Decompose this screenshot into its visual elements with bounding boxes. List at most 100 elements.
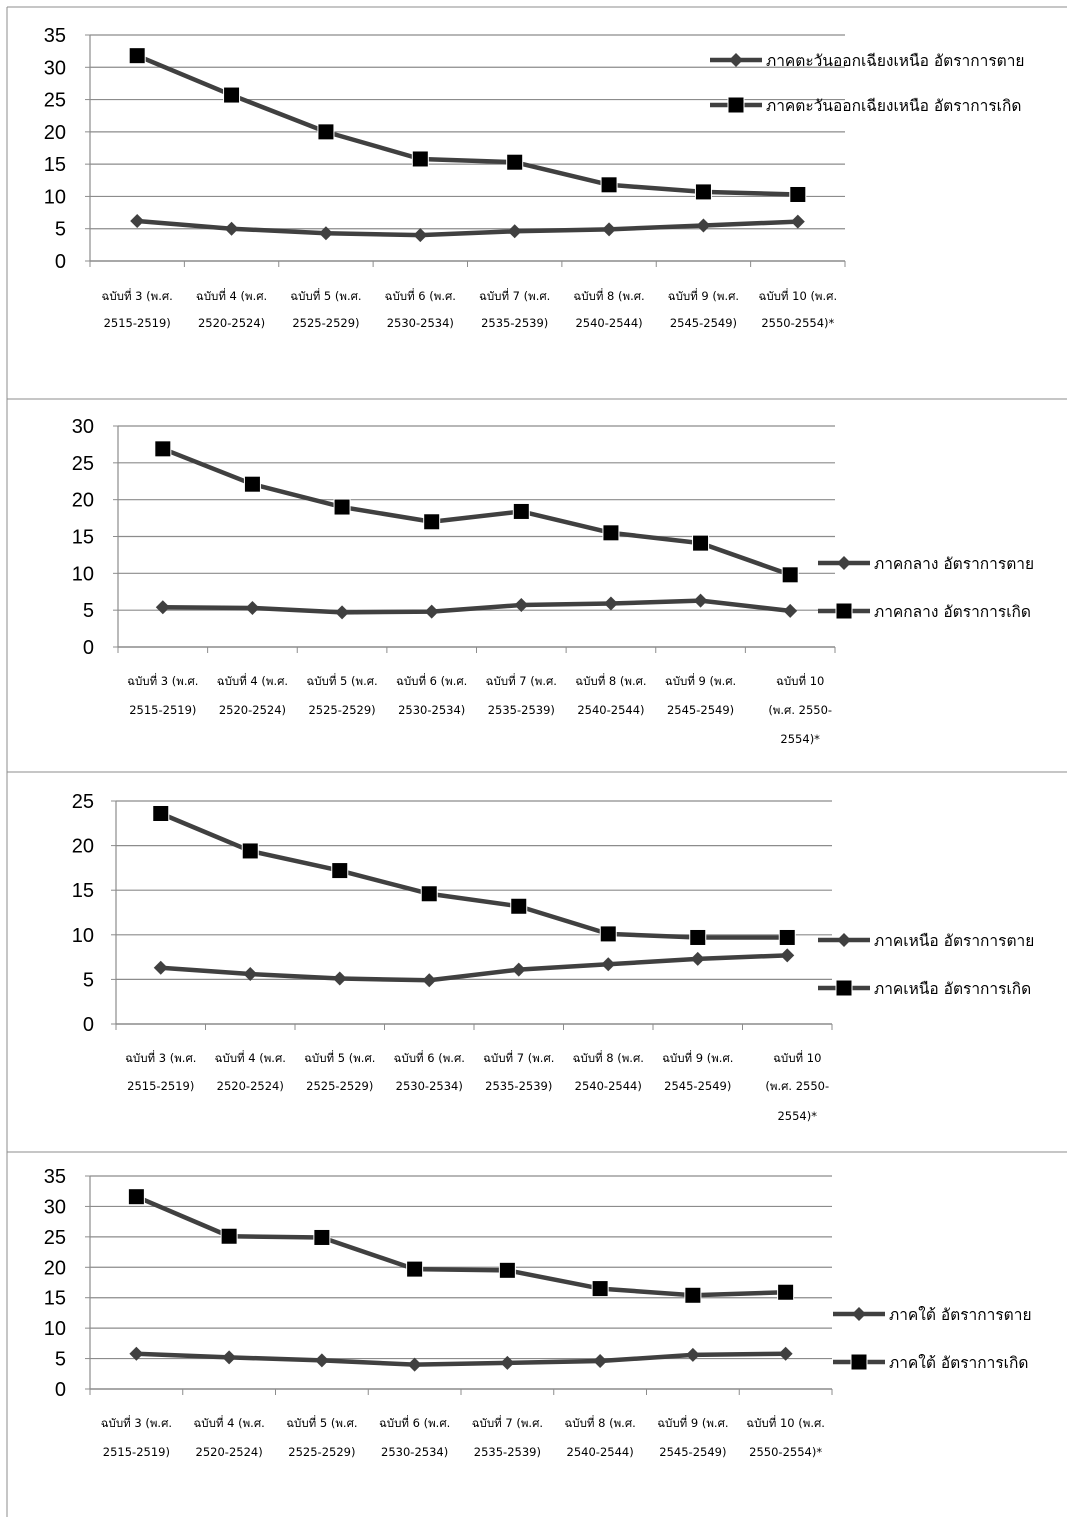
y-tick-label: 0 — [83, 1014, 94, 1036]
y-tick-label: 0 — [83, 637, 94, 659]
birth-rate-point — [506, 153, 524, 171]
death-rate-point — [511, 962, 526, 977]
x-category-label: 2540-2544) — [575, 1079, 642, 1093]
series-line-birth-rate — [160, 446, 793, 578]
x-category-label: ฉบับที่ 10 (พ.ศ. — [758, 288, 837, 303]
death-rate-point — [602, 222, 617, 237]
death-rate-point — [335, 605, 350, 620]
y-tick-label: 10 — [44, 1318, 66, 1340]
death-rate-point — [243, 967, 258, 982]
death-rate-point — [603, 596, 618, 611]
x-category-label: 2520-2524) — [219, 703, 286, 717]
series-line-death-rate — [158, 953, 790, 983]
birth-rate-point — [152, 804, 170, 822]
death-rate-point — [514, 598, 529, 613]
birth-rate-point — [694, 183, 712, 201]
death-rate-point — [318, 226, 333, 241]
death-rate-point — [245, 600, 260, 615]
x-category-label: 2525-2529) — [306, 1079, 373, 1093]
x-category-label: 2515-2519) — [127, 1079, 194, 1093]
death-rate-point — [778, 1346, 793, 1361]
legend-label: ภาคกลาง อัตราการตาย — [874, 555, 1034, 573]
y-tick-label: 20 — [44, 1257, 66, 1279]
x-category-label: 2545-2549) — [659, 1445, 726, 1459]
y-tick-label: 20 — [44, 122, 66, 144]
y-tick-label: 35 — [44, 25, 66, 47]
death-rate-point — [222, 1350, 237, 1365]
x-category-label: 2545-2549) — [667, 703, 734, 717]
birth-rate-point — [317, 123, 335, 141]
chart-panel-3: 0 5 10 15 20 25 ฉบับที่ 3 (พ.ศ. 2515-2519) ฉบับท… — [72, 791, 1035, 1123]
x-category-label: 2535-2539) — [474, 1445, 541, 1459]
birth-rate-point — [411, 150, 429, 168]
x-category-label: 2545-2549) — [664, 1079, 731, 1093]
birth-rate-point — [313, 1228, 331, 1246]
legend-marker — [837, 933, 851, 947]
x-category-label: 2550-2554)* — [749, 1445, 822, 1459]
y-tick-label: 0 — [55, 1379, 66, 1401]
death-rate-point — [500, 1355, 515, 1370]
x-category-label: ฉบับที่ 8 (พ.ศ. — [575, 673, 646, 688]
death-rate-point — [693, 593, 708, 608]
birth-rate-point — [406, 1260, 424, 1278]
x-category-label: ฉบับที่ 6 (พ.ศ. — [394, 1050, 465, 1065]
x-category-label: 2530-2534) — [398, 703, 465, 717]
x-category-label: 2515-2519) — [129, 703, 196, 717]
death-rate-point — [780, 948, 795, 963]
x-category-label: ฉบับที่ 10 (พ.ศ. — [746, 1415, 825, 1430]
x-category-label: 2535-2539) — [481, 316, 548, 330]
x-category-label: 2530-2534) — [381, 1445, 448, 1459]
x-category-label: ฉบับที่ 5 (พ.ศ. — [286, 1415, 357, 1430]
x-category-label: (พ.ศ. 2550- — [765, 1079, 829, 1093]
birth-rate-point — [778, 928, 796, 946]
x-category-label: 2525-2529) — [308, 703, 375, 717]
x-category-label: 2530-2534) — [396, 1079, 463, 1093]
birth-rate-point — [154, 440, 172, 458]
birth-rate-point — [423, 513, 441, 531]
y-tick-label: 10 — [44, 186, 66, 208]
legend-label: ภาคใต้ อัตราการตาย — [889, 1306, 1032, 1324]
birth-rate-point — [220, 1227, 238, 1245]
death-rate-point — [130, 213, 145, 228]
x-category-label: ฉบับที่ 3 (พ.ศ. — [127, 673, 198, 688]
birth-rate-point — [692, 534, 710, 552]
death-rate-point — [690, 951, 705, 966]
birth-rate-point — [684, 1286, 702, 1304]
death-rate-point — [685, 1347, 700, 1362]
x-category-label: 2535-2539) — [485, 1079, 552, 1093]
birth-rate-point — [331, 862, 349, 880]
y-tick-label: 20 — [72, 490, 94, 512]
x-category-label: 2535-2539) — [488, 703, 555, 717]
birth-rate-point — [243, 475, 261, 493]
x-category-label: ฉบับที่ 3 (พ.ศ. — [101, 1415, 172, 1430]
x-category-label: 2520-2524) — [198, 316, 265, 330]
birth-rate-point — [510, 897, 528, 915]
x-category-label: ฉบับที่ 10 — [776, 673, 824, 688]
x-category-label: ฉบับที่ 3 (พ.ศ. — [102, 288, 173, 303]
x-category-label: 2540-2544) — [577, 703, 644, 717]
y-tick-label: 25 — [44, 1227, 66, 1249]
birth-rate-point — [600, 176, 618, 194]
death-rate-point — [129, 1346, 144, 1361]
y-tick-label: 15 — [72, 527, 94, 549]
legend-label: ภาคใต้ อัตราการเกิด — [889, 1354, 1028, 1372]
legend-marker — [835, 602, 853, 620]
death-rate-point — [332, 971, 347, 986]
x-category-label: ฉบับที่ 7 (พ.ศ. — [483, 1050, 554, 1065]
death-rate-point — [422, 973, 437, 988]
y-tick-label: 30 — [72, 416, 94, 438]
x-category-label: ฉบับที่ 5 (พ.ศ. — [304, 1050, 375, 1065]
death-rate-point — [593, 1354, 608, 1369]
x-category-label: (พ.ศ. 2550- — [768, 703, 832, 717]
x-category-label: ฉบับที่ 4 (พ.ศ. — [196, 288, 267, 303]
y-tick-label: 15 — [44, 154, 66, 176]
x-category-label: 2540-2544) — [567, 1445, 634, 1459]
series-line-birth-rate — [158, 811, 790, 940]
death-rate-point — [696, 218, 711, 233]
death-rate-point — [224, 221, 239, 236]
y-tick-label: 10 — [72, 925, 94, 947]
series-line-birth-rate — [134, 1194, 788, 1298]
legend-label: ภาคกลาง อัตราการเกิด — [874, 603, 1031, 621]
y-tick-label: 25 — [44, 90, 66, 112]
death-rate-point — [424, 604, 439, 619]
